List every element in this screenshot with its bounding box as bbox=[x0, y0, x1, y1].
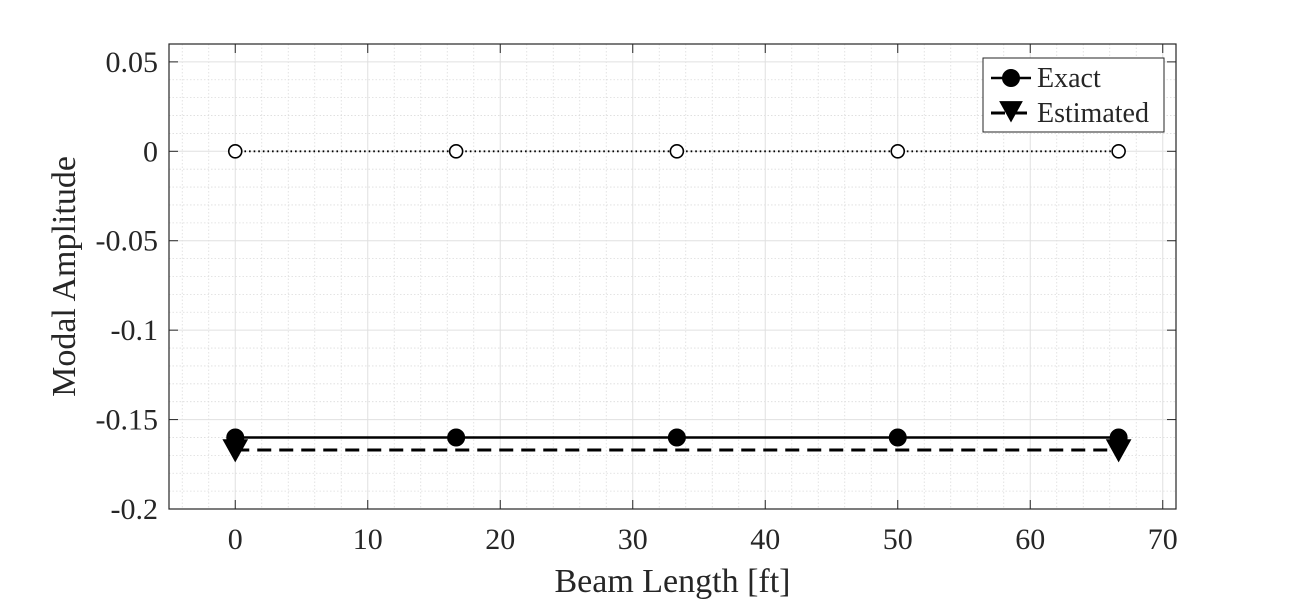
data-point-marker bbox=[1111, 144, 1126, 159]
legend: Exact Estimated bbox=[982, 57, 1165, 133]
data-point-marker bbox=[1002, 69, 1020, 87]
data-point-marker bbox=[890, 144, 906, 159]
x-tick-label: 70 bbox=[1148, 523, 1178, 556]
x-tick-label: 50 bbox=[883, 523, 913, 556]
legend-label: Exact bbox=[1037, 63, 1101, 94]
y-axis-title: Modal Amplitude bbox=[46, 156, 83, 397]
x-tick-label: 60 bbox=[1015, 523, 1045, 556]
y-tick-label: 0 bbox=[143, 135, 158, 168]
data-point-marker bbox=[226, 428, 245, 447]
x-tick-label: 0 bbox=[228, 523, 243, 556]
plot-area-frame bbox=[168, 43, 1177, 510]
legend-label: Estimated bbox=[1037, 98, 1149, 129]
x-tick-label: 10 bbox=[353, 523, 383, 556]
data-point-marker bbox=[448, 144, 464, 159]
y-tick-label: 0.05 bbox=[106, 46, 159, 79]
data-point-marker bbox=[1109, 428, 1128, 447]
data-point-marker bbox=[447, 428, 466, 447]
x-tick-label: 20 bbox=[485, 523, 515, 556]
axis-ticks: 0 10 20 30 40 50 60 70 0.05 0 -0.05 -0.1 -0.15 -0.2 bbox=[96, 44, 1178, 556]
series-group bbox=[222, 144, 1132, 463]
y-tick-label: -0.1 bbox=[111, 314, 159, 347]
x-axis-title: Beam Length [ft] bbox=[554, 563, 790, 600]
data-point-marker bbox=[888, 428, 907, 447]
x-tick-label: 30 bbox=[618, 523, 648, 556]
series-reference bbox=[227, 144, 1126, 159]
data-point-marker bbox=[669, 144, 685, 159]
data-point-marker bbox=[667, 428, 686, 447]
y-tick-label: -0.2 bbox=[111, 493, 159, 526]
y-tick-label: -0.05 bbox=[96, 225, 159, 258]
data-point-marker bbox=[999, 101, 1023, 123]
x-tick-label: 40 bbox=[750, 523, 780, 556]
y-tick-label: -0.15 bbox=[96, 404, 159, 437]
data-point-marker bbox=[227, 144, 243, 159]
series-exact bbox=[226, 428, 1128, 447]
